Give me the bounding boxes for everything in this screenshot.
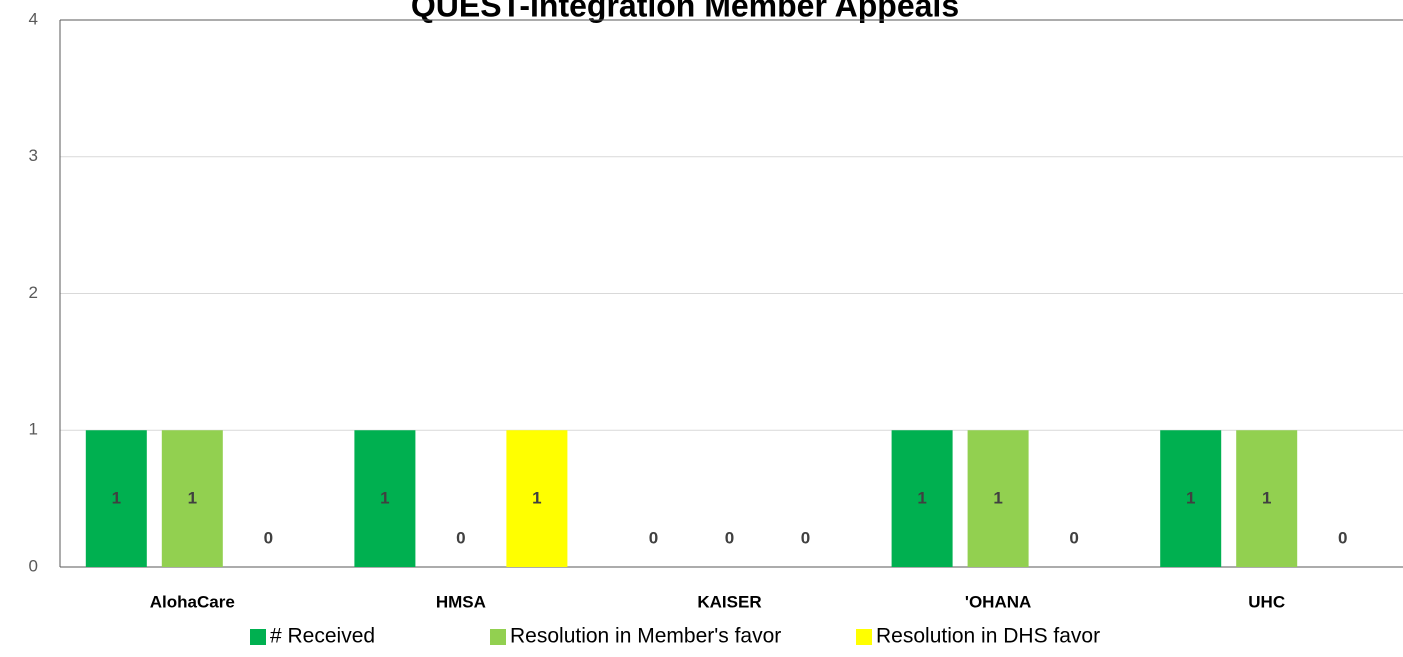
data-label: 1 [917, 488, 926, 507]
legend-label: # Received [270, 625, 375, 648]
y-tick-label: 2 [29, 283, 38, 302]
x-tick-label: 'OHANA [965, 592, 1031, 611]
legend-swatch [856, 629, 872, 645]
data-label: 0 [725, 528, 734, 547]
y-tick-label: 3 [29, 146, 38, 165]
data-label: 0 [649, 528, 658, 547]
data-label: 1 [112, 488, 121, 507]
data-label: 1 [1262, 488, 1271, 507]
bar [85, 430, 147, 567]
x-tick-label: KAISER [697, 592, 761, 611]
bar [1160, 430, 1222, 567]
x-tick-label: HMSA [436, 592, 486, 611]
legend-swatch [490, 629, 506, 645]
data-label: 1 [380, 488, 389, 507]
bar [354, 430, 416, 567]
bar [1236, 430, 1298, 567]
data-label: 0 [1069, 528, 1078, 547]
legend-label: Resolution in DHS favor [876, 625, 1100, 648]
bar [506, 430, 568, 567]
data-label: 1 [1186, 488, 1195, 507]
data-label: 0 [456, 528, 465, 547]
data-label: 1 [532, 488, 541, 507]
data-label: 1 [993, 488, 1002, 507]
bar [967, 430, 1029, 567]
x-tick-label: UHC [1248, 592, 1285, 611]
x-tick-label: AlohaCare [150, 592, 235, 611]
data-label: 1 [188, 488, 197, 507]
chart-title: QUEST-Integration Member Appeals [411, 0, 959, 23]
legend-label: Resolution in Member's favor [510, 625, 781, 648]
data-label: 0 [1338, 528, 1347, 547]
y-tick-label: 0 [29, 556, 38, 575]
bar [161, 430, 223, 567]
y-tick-label: 4 [29, 9, 38, 28]
legend-swatch [250, 629, 266, 645]
y-tick-label: 1 [29, 420, 38, 439]
data-label: 0 [264, 528, 273, 547]
bar [891, 430, 953, 567]
data-label: 0 [801, 528, 810, 547]
